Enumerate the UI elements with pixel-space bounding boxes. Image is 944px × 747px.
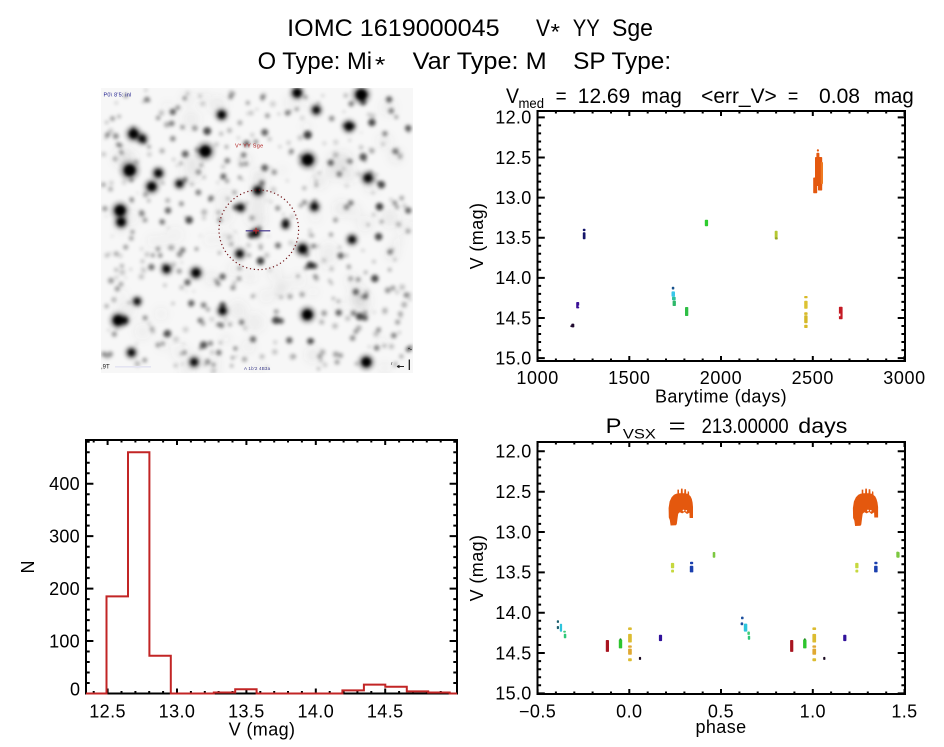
svg-text:0.0: 0.0 xyxy=(616,702,642,722)
svg-text:*: * xyxy=(375,53,386,78)
svg-text:r: r xyxy=(391,361,393,366)
svg-text:=: = xyxy=(556,85,567,108)
svg-text:V (mag): V (mag) xyxy=(467,203,487,270)
svg-text:−0.5: −0.5 xyxy=(519,702,556,722)
svg-text:13.0: 13.0 xyxy=(495,188,531,208)
svg-text:13.0: 13.0 xyxy=(159,702,196,722)
svg-text:O Type: Mi: O Type: Mi xyxy=(258,48,373,75)
svg-text:14.5: 14.5 xyxy=(367,702,404,722)
svg-text:400: 400 xyxy=(49,474,80,494)
svg-text:0: 0 xyxy=(70,680,80,700)
svg-text:SP Type:: SP Type: xyxy=(573,48,671,75)
svg-text:1.5: 1.5 xyxy=(891,702,917,722)
svg-text:13.5: 13.5 xyxy=(495,563,531,583)
svg-text:=: = xyxy=(669,415,686,438)
svg-text:A 1b'2 4B3a: A 1b'2 4B3a xyxy=(244,366,271,371)
svg-text:N: N xyxy=(18,561,38,574)
svg-text:15.0: 15.0 xyxy=(495,348,531,368)
svg-text:100: 100 xyxy=(49,631,80,651)
svg-text:0.5: 0.5 xyxy=(708,702,734,722)
svg-text:13.0: 13.0 xyxy=(495,522,531,542)
svg-text:Barytime (days): Barytime (days) xyxy=(655,387,787,407)
svg-text:med: med xyxy=(519,96,545,111)
svg-text:12.69: 12.69 xyxy=(578,85,630,108)
svg-text:mag: mag xyxy=(874,85,914,108)
svg-text:2000: 2000 xyxy=(700,368,742,388)
svg-text:<err_V>: <err_V> xyxy=(701,85,777,108)
svg-text:IOMC 1619000045: IOMC 1619000045 xyxy=(287,15,499,42)
svg-text:14.5: 14.5 xyxy=(495,643,531,663)
svg-text:14.0: 14.0 xyxy=(495,603,531,623)
svg-text:V (mag): V (mag) xyxy=(229,720,296,740)
svg-text:Var Type: M: Var Type: M xyxy=(413,48,547,75)
svg-text:0.08: 0.08 xyxy=(819,85,860,108)
svg-text:1000: 1000 xyxy=(516,368,558,388)
svg-text:12.0: 12.0 xyxy=(495,442,531,462)
svg-text:,9T: ,9T xyxy=(101,365,110,371)
svg-text:V* YY Sge: V* YY Sge xyxy=(235,144,264,150)
svg-text:V: V xyxy=(506,85,519,108)
svg-text:13.5: 13.5 xyxy=(228,702,265,722)
svg-text:12.5: 12.5 xyxy=(89,702,126,722)
svg-text:2500: 2500 xyxy=(792,368,834,388)
svg-text:15.0: 15.0 xyxy=(495,684,531,704)
svg-text:days: days xyxy=(798,415,847,438)
svg-text:12.0: 12.0 xyxy=(495,108,531,128)
svg-text:V: V xyxy=(536,15,550,42)
svg-text:1500: 1500 xyxy=(608,368,650,388)
svg-text:P0\ 8'5: inl: P0\ 8'5: inl xyxy=(104,93,132,99)
svg-text:*: * xyxy=(551,20,561,45)
svg-text:12.5: 12.5 xyxy=(495,482,531,502)
svg-text:300: 300 xyxy=(49,526,80,546)
svg-text:1.0: 1.0 xyxy=(800,702,826,722)
svg-text:14.0: 14.0 xyxy=(495,268,531,288)
svg-text:Sge: Sge xyxy=(612,15,653,42)
svg-text:V (mag): V (mag) xyxy=(467,535,487,602)
svg-text:14.5: 14.5 xyxy=(495,308,531,328)
svg-text:phase: phase xyxy=(695,717,746,737)
svg-text:12.5: 12.5 xyxy=(495,148,531,168)
svg-text:P: P xyxy=(606,415,622,438)
svg-text:3000: 3000 xyxy=(883,368,925,388)
svg-text:13.5: 13.5 xyxy=(495,228,531,248)
svg-text:=: = xyxy=(788,85,798,108)
svg-text:VSX: VSX xyxy=(623,427,656,442)
svg-text:YY: YY xyxy=(573,15,600,42)
svg-text:mag: mag xyxy=(641,85,682,108)
svg-text:14.0: 14.0 xyxy=(297,702,334,722)
svg-text:213.00000: 213.00000 xyxy=(702,415,789,438)
svg-text:200: 200 xyxy=(49,579,80,599)
